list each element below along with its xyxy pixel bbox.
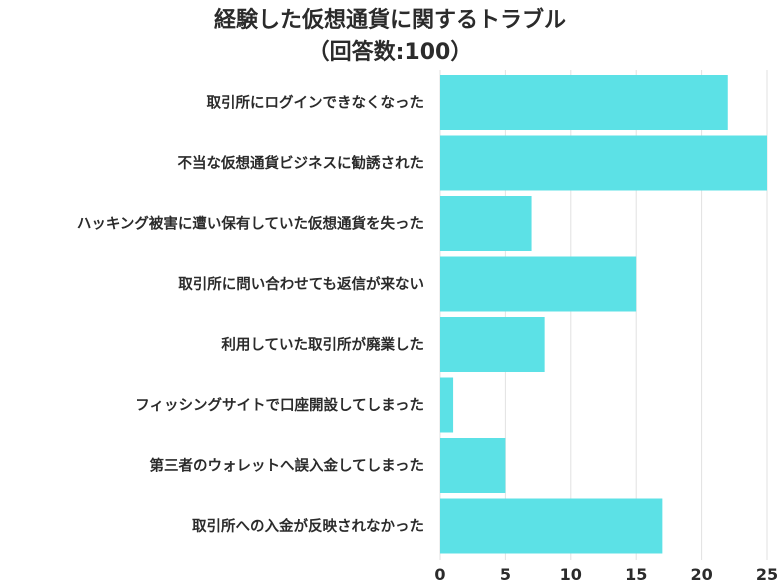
x-tick-label: 0 [434, 565, 445, 584]
x-tick-label: 10 [560, 565, 582, 584]
category-label: 取引所にログインできなくなった [207, 94, 425, 112]
chart-title-line2: （回答数:100） [307, 40, 473, 65]
bar-layer [440, 75, 767, 554]
bar [440, 75, 728, 130]
chart-title-line1: 経験した仮想通貨に関するトラブル [213, 8, 566, 33]
category-label: 第三者のウォレットへ誤入金してしまった [150, 457, 424, 475]
bar [440, 438, 506, 493]
category-label: フィッシングサイトで口座開設してしまった [135, 396, 424, 414]
bar [440, 196, 532, 251]
category-label: 不当な仮想通貨ビジネスに勧誘された [178, 154, 425, 172]
bar [440, 317, 545, 372]
bar [440, 256, 637, 312]
x-tick-label: 5 [500, 565, 511, 584]
x-tick-label: 15 [625, 565, 647, 584]
bar [440, 135, 767, 191]
x-tick-layer: 0 5 10 15 20 25 [434, 565, 778, 584]
category-label: 利用していた取引所が廃業した [221, 336, 424, 354]
category-label: 取引所への入金が反映されなかった [192, 517, 424, 535]
bar [440, 377, 454, 433]
category-label: ハッキング被害に遭い保有していた仮想通貨を失った [77, 215, 424, 233]
category-label: 取引所に問い合わせても返信が来ない [178, 275, 424, 293]
category-label-layer: 取引所にログインできなくなった不当な仮想通貨ビジネスに勧誘されたハッキング被害に… [77, 94, 424, 536]
bar [440, 498, 663, 554]
x-tick-label: 25 [756, 565, 778, 584]
x-tick-label: 20 [690, 565, 712, 584]
